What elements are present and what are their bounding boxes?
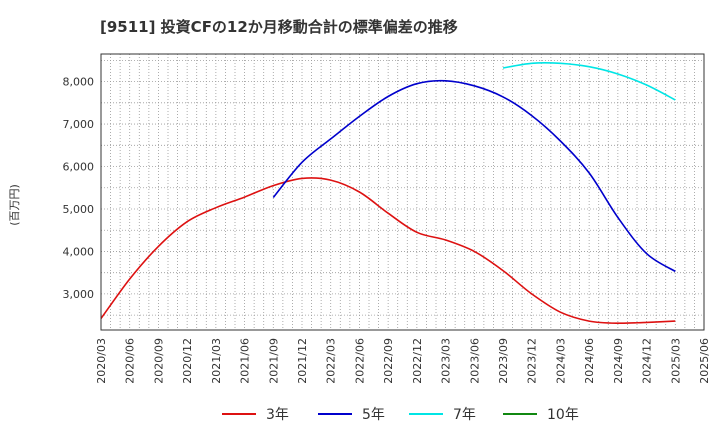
x-tick-label: 2024/06 bbox=[583, 338, 596, 384]
y-tick-label: 8,000 bbox=[63, 76, 95, 89]
x-tick-label: 2024/12 bbox=[641, 338, 654, 384]
y-tick-label: 5,000 bbox=[63, 203, 95, 216]
tick-labels: 3,000 4,000 5,000 6,000 7,000 8,000 2020/03 202… bbox=[63, 76, 712, 384]
legend-label: 5年 bbox=[362, 407, 385, 423]
x-tick-label: 2023/03 bbox=[440, 338, 453, 384]
grid bbox=[101, 54, 704, 330]
x-tick-label: 2025/03 bbox=[669, 338, 682, 384]
legend-label: 10年 bbox=[547, 407, 579, 423]
x-tick-label: 2021/09 bbox=[267, 338, 280, 384]
legend-label: 3年 bbox=[266, 407, 289, 423]
x-tick-label: 2021/12 bbox=[296, 338, 309, 384]
x-tick-label: 2022/03 bbox=[325, 338, 338, 384]
y-tick-label: 6,000 bbox=[63, 161, 95, 174]
x-tick-label: 2024/09 bbox=[612, 338, 625, 384]
chart-title: [9511] 投資CFの12か月移動合計の標準偏差の推移 bbox=[100, 18, 458, 36]
y-tick-label: 4,000 bbox=[63, 245, 95, 258]
x-tick-label: 2020/09 bbox=[152, 338, 165, 384]
x-tick-label: 2023/12 bbox=[526, 338, 539, 384]
x-tick-label: 2024/03 bbox=[554, 338, 567, 384]
y-tick-label: 3,000 bbox=[63, 288, 95, 301]
x-tick-label: 2022/09 bbox=[382, 338, 395, 384]
x-tick-label: 2022/06 bbox=[353, 338, 366, 384]
x-tick-label: 2023/09 bbox=[497, 338, 510, 384]
x-tick-label: 2020/06 bbox=[124, 338, 137, 384]
legend-label: 7年 bbox=[453, 407, 476, 423]
series-line-1 bbox=[100, 177, 676, 325]
plot-frame bbox=[100, 53, 705, 331]
x-tick-label: 2021/06 bbox=[239, 338, 252, 384]
x-tick-label: 2021/03 bbox=[210, 338, 223, 384]
legend: 3年 5年 7年 10年 bbox=[222, 407, 579, 423]
x-tick-label: 2020/03 bbox=[95, 338, 108, 384]
y-axis-label: (百万円) bbox=[8, 184, 21, 226]
y-tick-label: 7,000 bbox=[63, 118, 95, 131]
x-tick-label: 2020/12 bbox=[181, 338, 194, 384]
x-tick-label: 2022/12 bbox=[411, 338, 424, 384]
series-lines bbox=[100, 62, 676, 325]
x-tick-label: 2023/06 bbox=[468, 338, 481, 384]
series-line-2 bbox=[272, 79, 676, 273]
x-tick-label: 2025/06 bbox=[698, 338, 711, 384]
series-line-3 bbox=[502, 62, 676, 101]
